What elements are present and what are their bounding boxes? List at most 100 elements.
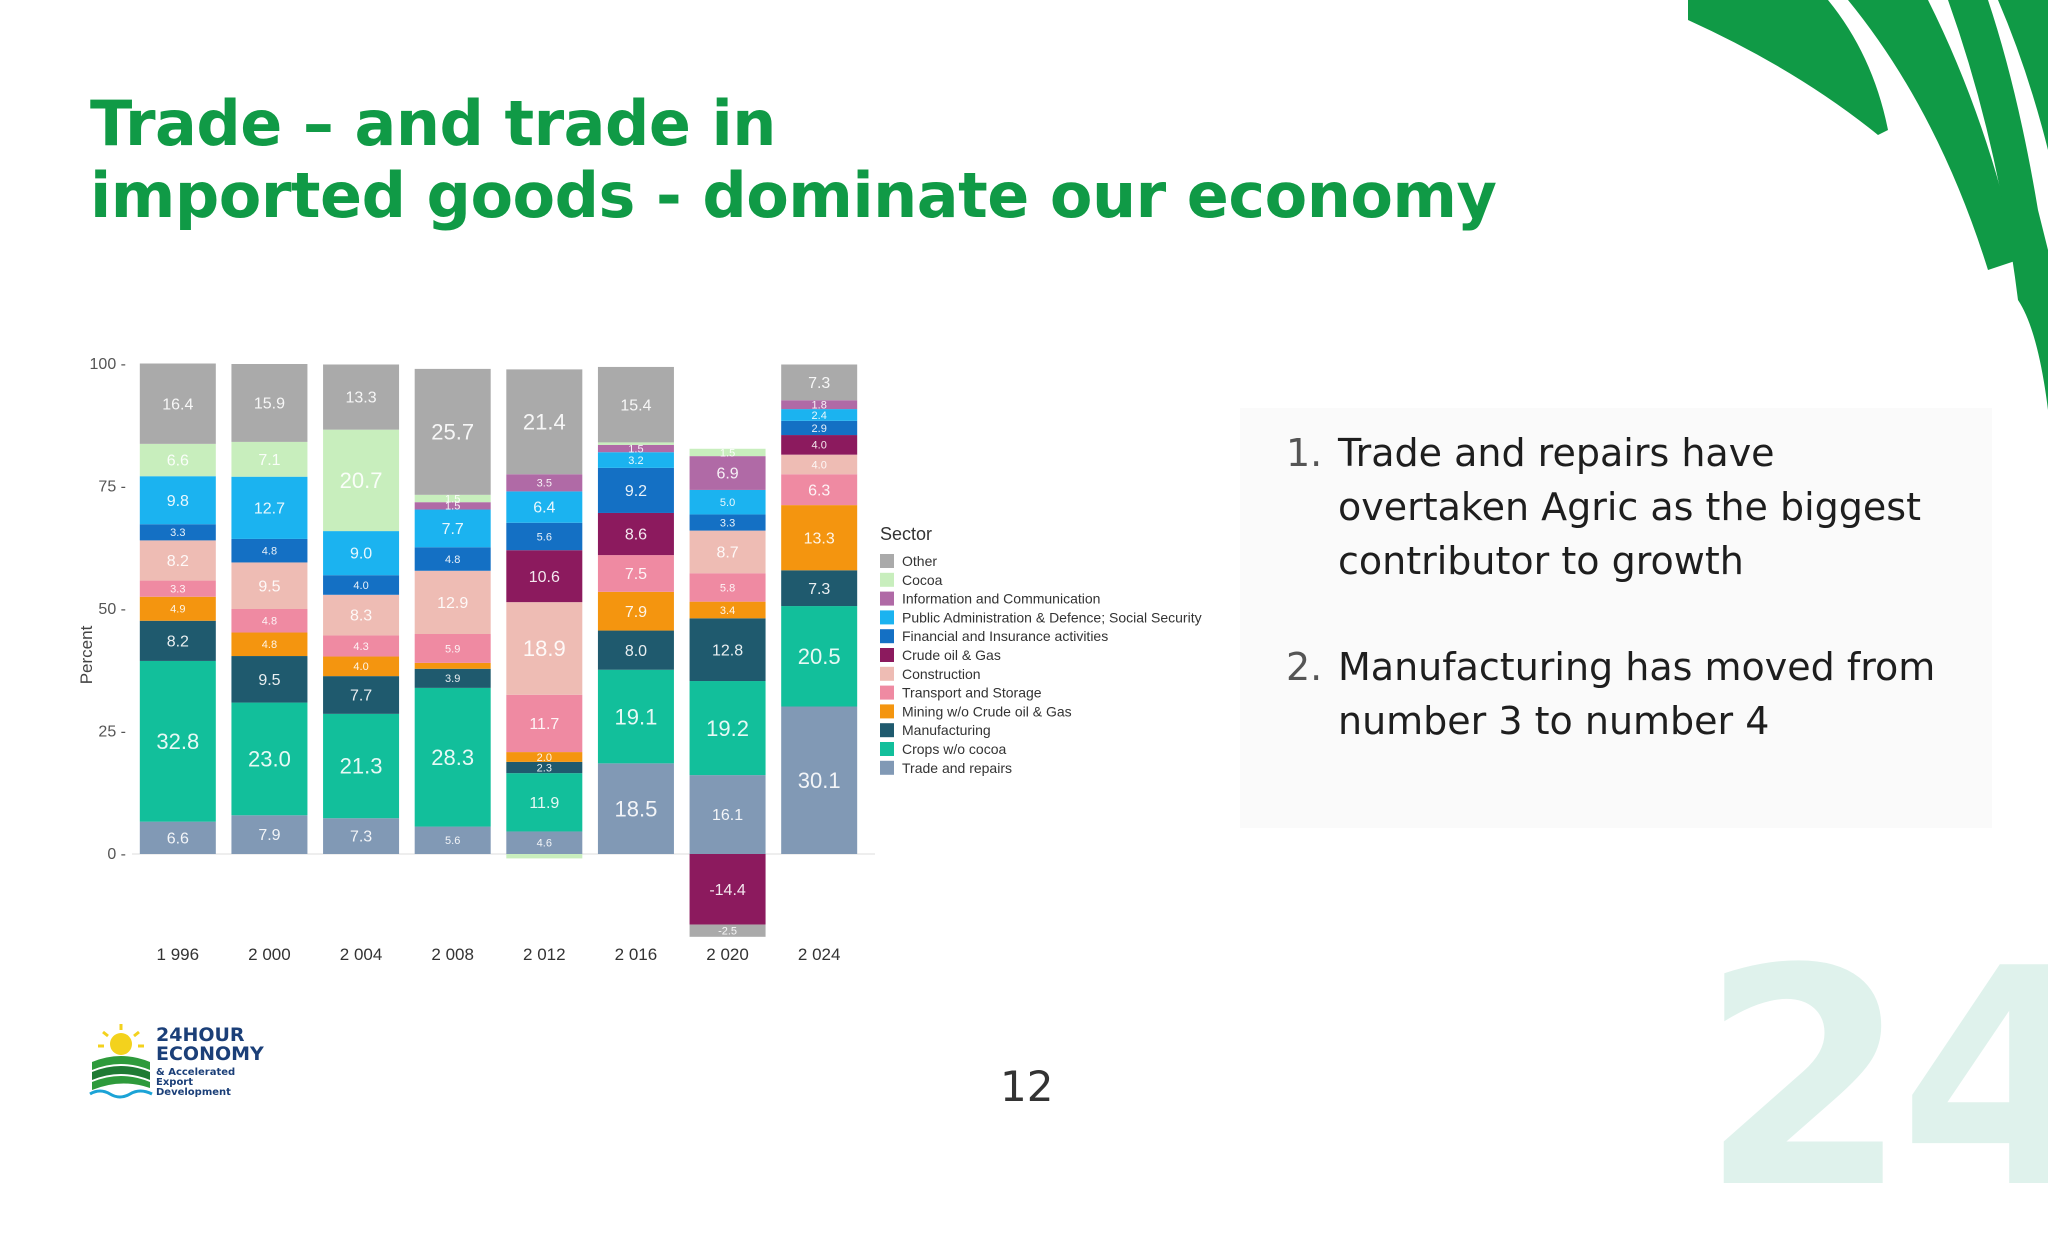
legend-entry: Information and Communication xyxy=(902,591,1100,607)
data-label: 6.6 xyxy=(167,830,189,847)
bar-segment xyxy=(597,442,674,445)
data-label: 5.6 xyxy=(445,835,460,847)
legend-entry: Crops w/o cocoa xyxy=(902,741,1006,757)
bar-segment xyxy=(781,570,858,607)
bar-segment xyxy=(139,596,216,621)
bar-segment xyxy=(323,635,400,657)
legend-entry: Mining w/o Crude oil & Gas xyxy=(902,703,1072,719)
bar-segment xyxy=(323,713,400,819)
bar-segment xyxy=(506,474,583,492)
data-label: 19.2 xyxy=(706,716,749,741)
data-label: 7.5 xyxy=(625,566,647,583)
data-label: 3.9 xyxy=(445,673,460,685)
data-label: 20.5 xyxy=(798,644,841,669)
bar-segment xyxy=(231,441,308,477)
x-tick-label: 2 024 xyxy=(798,945,841,964)
bar-segment xyxy=(414,633,491,663)
data-label: 10.6 xyxy=(529,569,560,586)
stacked-bar-chart: Percent 0 - 25 - 50 - 75 - 100 - 6.6 32.8 8.2 4.9… xyxy=(70,350,1250,980)
data-label: 3.3 xyxy=(170,584,185,596)
bar-segment xyxy=(231,632,308,657)
title-line-1: Trade – and trade in xyxy=(90,87,776,160)
key-point-2: 2. Manufacturing has moved from number 3… xyxy=(1286,640,1976,748)
bar-segment xyxy=(506,761,583,774)
legend-entry: Public Administration & Defence; Social … xyxy=(902,609,1202,625)
bar-segment xyxy=(781,409,858,421)
bar-segment xyxy=(689,681,766,776)
bar-segment xyxy=(597,591,674,631)
bar-segment xyxy=(414,494,491,503)
bar-segment xyxy=(781,400,858,410)
bar-segment xyxy=(689,489,766,515)
bar-segment xyxy=(414,509,491,548)
data-label: 4.0 xyxy=(812,440,827,452)
data-label: 2.9 xyxy=(812,423,827,435)
data-label: 4.8 xyxy=(262,639,277,651)
key-points-panel: 1. Trade and repairs have overtaken Agri… xyxy=(1240,408,1992,828)
data-label: 18.5 xyxy=(615,796,658,821)
legend-swatch xyxy=(880,591,894,606)
data-label: 2.4 xyxy=(812,410,827,422)
data-label: 4.9 xyxy=(170,604,185,616)
bar-segment xyxy=(689,924,766,937)
background-24-watermark: 24 xyxy=(1700,905,2048,1254)
bar-segment xyxy=(597,444,674,453)
bar-segment xyxy=(139,524,216,541)
bar-segment xyxy=(414,668,491,688)
data-label: 9.8 xyxy=(167,493,189,510)
bar-segment xyxy=(139,540,216,581)
data-label: 8.2 xyxy=(167,553,189,570)
data-label: 16.4 xyxy=(162,396,193,413)
data-label: 8.6 xyxy=(625,527,647,544)
bar-segment xyxy=(414,662,491,669)
bar-segment xyxy=(689,854,766,925)
bar-segment xyxy=(781,420,858,436)
data-label: 7.9 xyxy=(258,827,280,844)
bar-segment xyxy=(414,502,491,510)
legend-swatch xyxy=(880,704,894,719)
data-label: 1.5 xyxy=(445,493,460,505)
data-label: 21.4 xyxy=(523,410,566,435)
bar-segment xyxy=(597,366,674,443)
bar-segment xyxy=(139,821,216,854)
data-label: 18.9 xyxy=(523,636,566,661)
bar-segment xyxy=(414,570,491,634)
data-label: 6.6 xyxy=(167,453,189,470)
x-tick-label: 2 008 xyxy=(431,945,474,964)
y-tick-label: 100 - xyxy=(90,356,126,373)
data-label: 9.2 xyxy=(625,483,647,500)
data-label: 3.3 xyxy=(170,527,185,539)
bar-segment xyxy=(597,452,674,468)
data-label: 6.3 xyxy=(808,482,830,499)
bar-segment xyxy=(597,630,674,670)
data-label: 7.7 xyxy=(350,688,372,705)
data-label: 20.7 xyxy=(340,468,383,493)
data-label: 8.0 xyxy=(625,643,647,660)
bar-segment xyxy=(597,763,674,854)
bar-segment xyxy=(689,601,766,619)
24hour-economy-logo: 24HOUR ECONOMY & Accelerated Export Deve… xyxy=(88,1022,264,1112)
bar-segment xyxy=(323,364,400,430)
data-label: 1.5 xyxy=(628,443,643,455)
data-label: 13.3 xyxy=(804,530,835,547)
data-label: 9.0 xyxy=(350,546,372,563)
bar-segment xyxy=(323,676,400,714)
bar-segment xyxy=(323,575,400,595)
bar-segment xyxy=(139,363,216,444)
title-line-2: imported goods - dominate our economy xyxy=(90,159,1497,232)
bar-segment xyxy=(139,580,216,597)
logo-line-2: ECONOMY xyxy=(156,1043,264,1065)
bar-segment xyxy=(689,530,766,574)
corner-stripes-decoration xyxy=(1688,0,2048,410)
data-label: 4.0 xyxy=(353,580,368,592)
bar-segment xyxy=(323,531,400,576)
data-label: 1.5 xyxy=(720,447,735,459)
y-tick-label: 25 - xyxy=(98,724,126,741)
bar-segment xyxy=(414,368,491,495)
data-label: 2.0 xyxy=(537,752,552,764)
bar-segment xyxy=(139,476,216,525)
data-label: 4.8 xyxy=(262,616,277,628)
data-label: 5.8 xyxy=(720,582,735,594)
bar-segment xyxy=(139,443,216,477)
data-label: 7.7 xyxy=(442,521,464,538)
